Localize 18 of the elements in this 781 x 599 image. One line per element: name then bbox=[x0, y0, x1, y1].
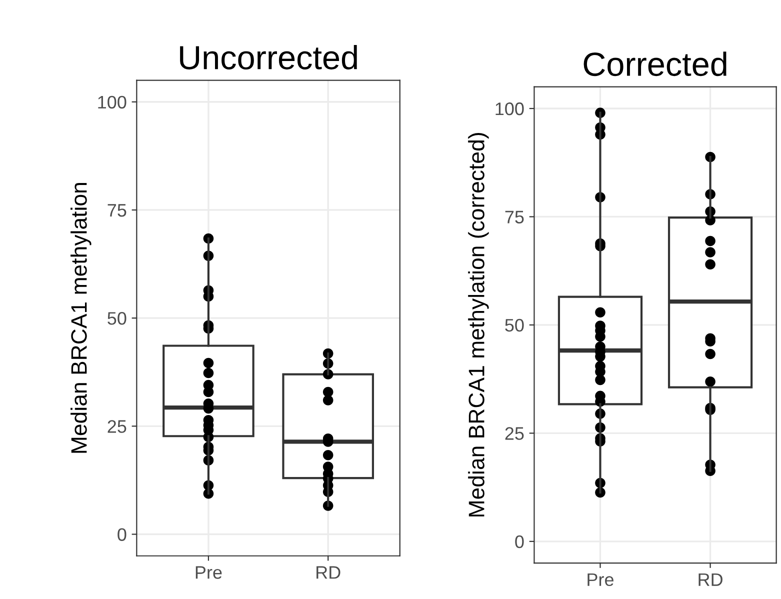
y-tick-label: 0 bbox=[118, 528, 126, 541]
y-tick-label: 75 bbox=[108, 204, 126, 217]
y-tick-label: 50 bbox=[505, 318, 524, 332]
y-tick-label: 25 bbox=[108, 420, 126, 433]
y-tick-label: 100 bbox=[496, 102, 524, 116]
x-tick-label: RD bbox=[698, 573, 722, 586]
y-tick-label: 100 bbox=[98, 96, 126, 109]
y-axis-title: Median BRCA1 methylation bbox=[70, 183, 92, 453]
x-tick-label: Pre bbox=[588, 573, 614, 586]
chart-title: Uncorrected bbox=[180, 45, 357, 70]
x-tick-label: Pre bbox=[196, 566, 222, 579]
y-axis-title: Median BRCA1 methylation (corrected) bbox=[468, 133, 489, 516]
y-tick-label: 25 bbox=[505, 427, 524, 440]
y-tick-label: 50 bbox=[108, 312, 126, 325]
y-tick-label: 75 bbox=[505, 210, 524, 224]
y-tick-label: 0 bbox=[515, 535, 524, 548]
x-tick-label: RD bbox=[316, 566, 340, 579]
chart-title: Corrected bbox=[584, 52, 726, 76]
